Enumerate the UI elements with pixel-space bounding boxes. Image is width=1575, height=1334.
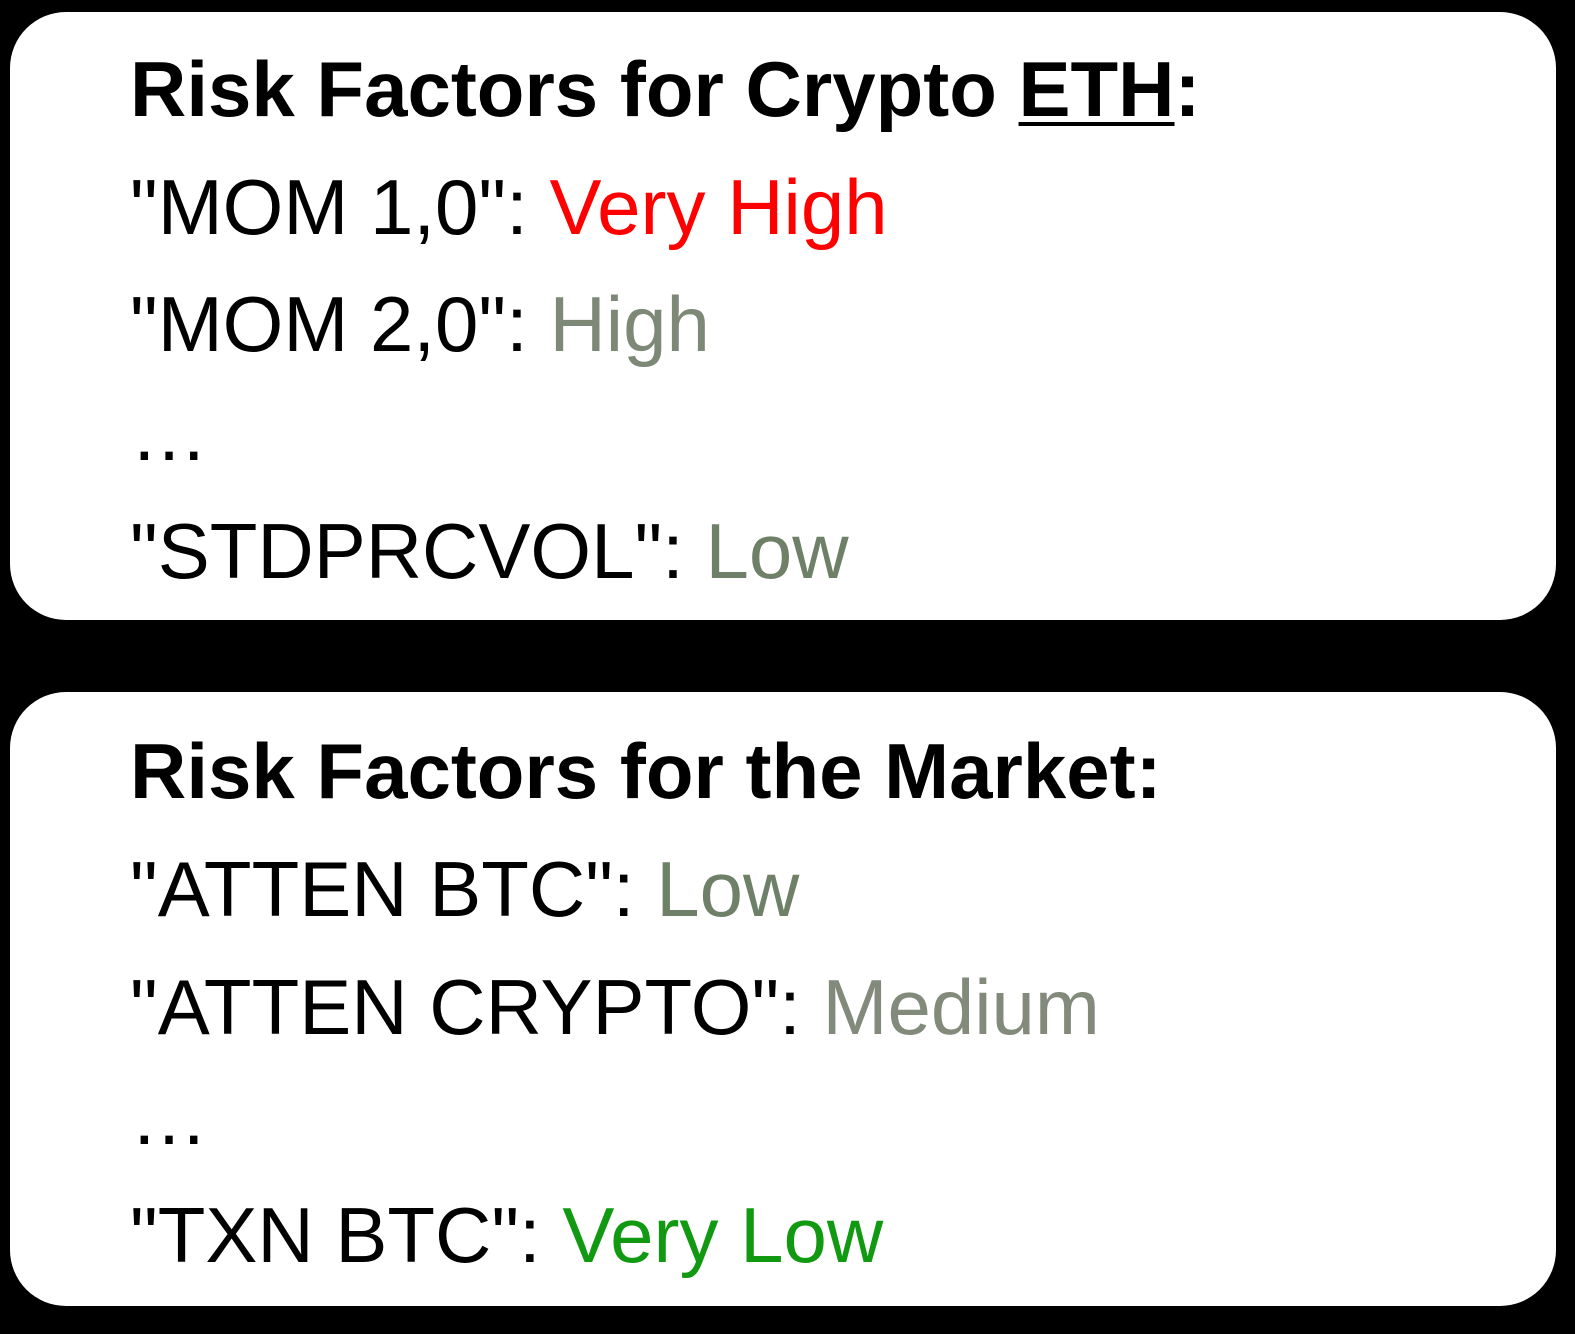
coin-name: ETH [1018,45,1175,133]
factor-name: "MOM 1,0": [130,163,550,251]
factor-name: "STDPRCVOL": [130,507,706,595]
factor-name: "TXN BTC": [130,1191,563,1279]
factor-level: Low [656,845,800,933]
crypto-risk-panel: Risk Factors for Crypto ETH: "MOM 1,0": … [10,12,1556,620]
factor-name: "ATTEN BTC": [130,845,657,933]
factor-line: "STDPRCVOL": Low [130,512,849,590]
factor-level: Medium [822,963,1100,1051]
factor-line: "MOM 2,0": High [130,285,710,363]
factor-level: Very Low [562,1191,884,1279]
ellipsis: … [130,389,208,477]
heading-suffix: : [1174,45,1201,133]
factor-line: "MOM 1,0": Very High [130,168,888,246]
market-risk-panel: Risk Factors for the Market: "ATTEN BTC"… [10,692,1556,1306]
factor-name: "ATTEN CRYPTO": [130,963,823,1051]
factor-line: "ATTEN CRYPTO": Medium [130,968,1100,1046]
factor-line: "ATTEN BTC": Low [130,850,799,928]
factor-line: "TXN BTC": Very Low [130,1196,883,1274]
factor-level: Very High [549,163,888,251]
crypto-panel-heading: Risk Factors for Crypto ETH: [130,50,1201,128]
factor-level: Low [705,507,849,595]
heading-prefix: Risk Factors for Crypto [130,45,1019,133]
market-panel-heading: Risk Factors for the Market: [130,727,1162,815]
ellipsis: … [130,1073,208,1161]
factor-name: "MOM 2,0": [130,280,550,368]
factor-level: High [549,280,710,368]
